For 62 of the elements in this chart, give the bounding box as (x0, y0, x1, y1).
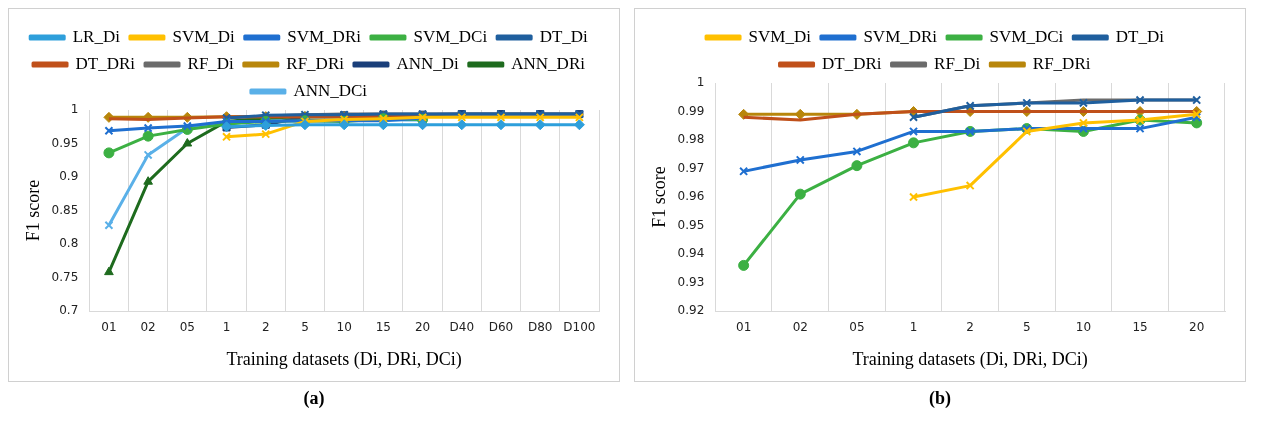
y-tick-label: 0.97 (677, 160, 705, 175)
legend-label: SVM_Di (172, 26, 236, 46)
legend-label: RF_Di (187, 53, 235, 73)
x-tick-label: 20 (414, 320, 431, 335)
legend-label: DT_Di (1115, 26, 1165, 46)
x-tick-label: 05 (849, 320, 865, 335)
x-tick-label: 15 (1132, 320, 1148, 335)
y-tick-label: 0.75 (51, 269, 79, 284)
x-tick-label: D80 (527, 320, 553, 335)
legend-label: ANN_DRi (511, 53, 586, 73)
y-axis-title: F1 score (22, 179, 43, 242)
text: (b) (929, 388, 951, 409)
legend-label: SVM_DRi (287, 26, 362, 46)
y-tick-label: 0.96 (677, 189, 705, 204)
x-tick-label: 5 (301, 320, 309, 335)
x-tick-label: 15 (375, 320, 392, 335)
x-tick-label: 10 (336, 320, 352, 335)
x-tick-label: D100 (563, 320, 596, 335)
x-tick-label: D40 (449, 320, 475, 335)
y-tick-label: 0.98 (677, 132, 705, 147)
legend-label: SVM_DCi (989, 26, 1064, 46)
legend-label: ANN_Di (396, 53, 460, 73)
y-tick-label: 0.7 (59, 303, 79, 318)
x-tick-label: 1 (222, 320, 231, 335)
x-tick-label: 1 (909, 320, 918, 335)
x-tick-label: 2 (261, 320, 270, 335)
legend-label: RF_DRi (1032, 53, 1091, 73)
y-tick-label: 0.9 (59, 169, 79, 184)
y-tick-label: 0.85 (51, 202, 79, 217)
legend-label: SVM_Di (748, 26, 812, 46)
x-tick-label: 5 (1022, 320, 1031, 335)
x-tick-label: 2 (966, 320, 974, 335)
x-tick-label: 01 (735, 320, 752, 335)
y-tick-label: 0.8 (59, 236, 79, 251)
legend-label: RF_DRi (286, 53, 345, 73)
y-tick-label: 0.93 (677, 274, 705, 289)
legend-label: DT_Di (539, 26, 589, 46)
y-tick-label: 0.95 (677, 217, 705, 232)
legend-label: ANN_DCi (293, 80, 368, 100)
y-tick-label: 0.95 (51, 135, 79, 150)
x-axis-title: Training datasets (Di, DRi, DCi) (226, 348, 462, 370)
legend-label: DT_DRi (75, 53, 136, 73)
y-axis-title: F1 score (648, 166, 669, 228)
x-tick-label: D60 (488, 320, 514, 335)
x-tick-label: 05 (179, 320, 195, 335)
y-tick-label: 0.92 (677, 303, 705, 318)
x-tick-label: 01 (101, 320, 117, 335)
x-tick-label: 10 (1075, 320, 1092, 335)
x-tick-label: 02 (140, 320, 156, 335)
legend-label: LR_Di (72, 26, 121, 46)
text: (a) (303, 388, 325, 409)
y-tick-label: 0.94 (677, 246, 705, 261)
legend-label: DT_DRi (822, 53, 882, 73)
x-tick-label: 02 (792, 320, 808, 335)
y-tick-label: 0.99 (677, 103, 705, 118)
x-tick-label: 20 (1189, 320, 1205, 335)
x-axis-title: Training datasets (Di, DRi, DCi) (852, 348, 1088, 370)
legend-label: SVM_DCi (413, 26, 488, 46)
legend-label: SVM_DRi (863, 26, 938, 46)
legend-label: RF_Di (934, 53, 981, 73)
y-tick-label: 1 (70, 102, 79, 117)
y-tick-label: 1 (696, 75, 705, 90)
